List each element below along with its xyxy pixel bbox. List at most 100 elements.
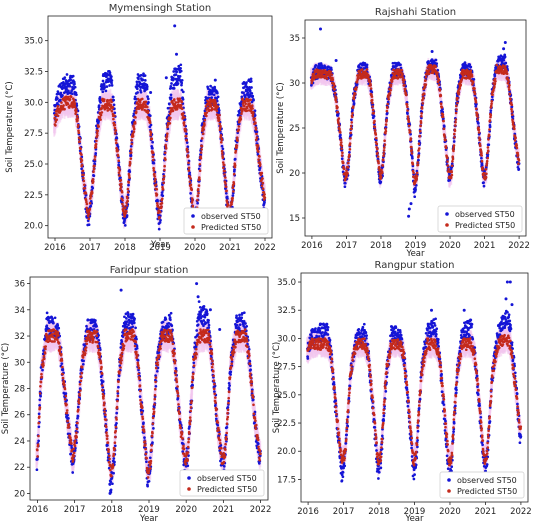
observed-point bbox=[110, 81, 113, 85]
observed-point bbox=[233, 157, 237, 161]
observed-point bbox=[125, 214, 129, 217]
predicted-point bbox=[66, 102, 70, 106]
predicted-point bbox=[333, 87, 336, 91]
x-tick-label: 2021 bbox=[219, 243, 241, 253]
observed-point bbox=[488, 125, 492, 129]
predicted-point bbox=[373, 125, 377, 129]
observed-point bbox=[503, 41, 507, 44]
predicted-point bbox=[346, 166, 350, 169]
predicted-point bbox=[121, 202, 124, 206]
observed-point bbox=[139, 90, 143, 94]
observed-point bbox=[411, 156, 414, 160]
observed-point bbox=[340, 157, 344, 161]
predicted-point bbox=[166, 125, 169, 129]
predicted-point bbox=[152, 169, 156, 172]
predicted-point bbox=[260, 184, 264, 188]
predicted-point bbox=[251, 113, 255, 116]
predicted-point bbox=[165, 134, 169, 138]
predicted-point bbox=[340, 154, 344, 157]
predicted-point bbox=[93, 158, 97, 161]
predicted-point bbox=[370, 98, 374, 102]
predicted-point bbox=[74, 108, 78, 111]
predicted-point bbox=[81, 169, 85, 173]
y-tick-label: 25.0 bbox=[24, 160, 43, 170]
predicted-point bbox=[350, 115, 354, 119]
observed-point bbox=[64, 82, 67, 86]
observed-point bbox=[179, 66, 182, 70]
predicted-point bbox=[198, 163, 202, 166]
predicted-point bbox=[85, 202, 89, 206]
predicted-point bbox=[240, 110, 244, 113]
predicted-point bbox=[125, 210, 128, 213]
predicted-point bbox=[162, 177, 166, 181]
predicted-point bbox=[221, 156, 225, 160]
predicted-point bbox=[117, 159, 120, 162]
observed-point bbox=[95, 127, 99, 130]
observed-point bbox=[497, 58, 501, 62]
predicted-point bbox=[196, 188, 200, 191]
observed-point bbox=[170, 82, 173, 85]
predicted-point bbox=[230, 200, 234, 204]
chart-title: Mymensingh Station bbox=[109, 3, 212, 14]
predicted-point bbox=[368, 79, 372, 83]
observed-point bbox=[253, 109, 257, 113]
predicted-point bbox=[78, 137, 82, 140]
predicted-point bbox=[154, 183, 158, 186]
predicted-point bbox=[222, 163, 226, 167]
observed-point bbox=[435, 62, 439, 65]
predicted-point bbox=[126, 199, 129, 203]
predicted-point bbox=[183, 124, 186, 127]
predicted-point bbox=[208, 108, 211, 112]
predicted-point bbox=[122, 204, 125, 208]
predicted-point bbox=[151, 151, 155, 154]
observed-point bbox=[59, 91, 63, 95]
observed-point bbox=[123, 224, 127, 227]
predicted-point bbox=[99, 113, 103, 117]
predicted-point bbox=[355, 80, 359, 83]
predicted-point bbox=[336, 106, 339, 109]
observed-point bbox=[147, 101, 150, 104]
predicted-point bbox=[109, 98, 113, 102]
predicted-point bbox=[128, 176, 131, 179]
predicted-point bbox=[62, 104, 65, 107]
predicted-point bbox=[119, 187, 122, 190]
predicted-point bbox=[187, 161, 190, 165]
predicted-point bbox=[161, 185, 164, 189]
observed-point bbox=[175, 70, 179, 74]
predicted-point bbox=[329, 70, 333, 74]
predicted-point bbox=[169, 116, 172, 120]
observed-point bbox=[129, 144, 133, 148]
observed-point bbox=[480, 156, 483, 160]
predicted-point bbox=[349, 137, 352, 140]
observed-point bbox=[92, 174, 96, 178]
observed-point bbox=[221, 147, 225, 151]
observed-point bbox=[480, 163, 484, 167]
predicted-point bbox=[77, 131, 81, 134]
predicted-point bbox=[335, 100, 338, 104]
observed-point bbox=[224, 191, 228, 195]
predicted-point bbox=[261, 181, 265, 185]
predicted-point bbox=[149, 133, 152, 137]
predicted-point bbox=[312, 78, 316, 81]
observed-point bbox=[176, 79, 180, 82]
observed-point bbox=[319, 27, 322, 31]
observed-point bbox=[442, 125, 446, 128]
predicted-point bbox=[152, 158, 155, 162]
observed-point bbox=[430, 50, 434, 53]
predicted-point bbox=[92, 167, 96, 171]
observed-point bbox=[489, 109, 493, 112]
observed-point bbox=[469, 65, 473, 69]
predicted-point bbox=[225, 189, 228, 193]
observed-point bbox=[89, 204, 93, 208]
observed-point bbox=[168, 102, 171, 106]
observed-point bbox=[395, 64, 399, 67]
observed-point bbox=[159, 218, 162, 222]
predicted-point bbox=[240, 112, 243, 115]
observed-point bbox=[161, 194, 165, 198]
observed-point bbox=[216, 91, 219, 95]
observed-point bbox=[128, 170, 132, 174]
observed-point bbox=[101, 90, 105, 94]
predicted-point bbox=[375, 142, 379, 146]
predicted-point bbox=[376, 151, 379, 155]
predicted-point bbox=[224, 182, 227, 185]
